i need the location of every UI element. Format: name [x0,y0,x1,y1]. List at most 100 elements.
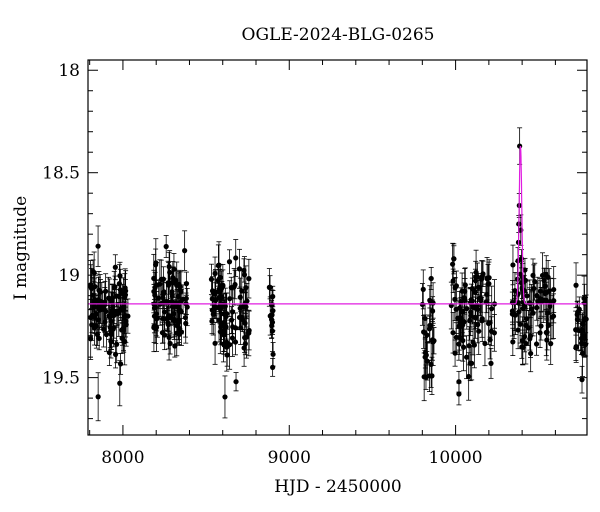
data-point [101,311,107,348]
data-point [458,315,464,338]
data-point [550,293,557,339]
data-point [216,283,222,312]
plot-frame [87,59,588,436]
data-point [270,342,276,367]
data-point [545,308,551,343]
data-point [106,305,112,327]
data-point [112,254,118,281]
data-point [426,360,433,392]
data-point [520,329,526,366]
data-point [209,308,215,335]
data-point [480,260,486,287]
data-point [512,295,519,336]
data-point [163,235,169,258]
data-point [151,299,158,334]
data-point [487,320,493,360]
data-point [230,310,236,344]
data-point [538,311,544,341]
data-point [420,269,426,310]
x-tick-label: 10000 [429,448,483,468]
data-point [237,277,243,317]
data-point [172,334,178,358]
data-point [95,306,102,334]
data-point [456,320,463,355]
data-point [222,375,228,419]
data-point [243,265,249,310]
data-point [484,256,490,301]
data-point [217,263,223,292]
data-point [109,284,115,319]
data-point [527,314,534,358]
data-point [160,279,166,317]
data-point [182,230,188,271]
data-point [232,269,238,300]
data-point [243,315,249,359]
data-point [97,279,104,324]
data-point [112,340,119,369]
data-point [267,275,273,300]
data-point [524,304,530,334]
data-point [431,327,437,355]
x-axis-label: HJD - 2450000 [274,477,402,497]
data-point [463,335,470,380]
data-point [236,304,243,331]
data-point [212,321,218,365]
data-point [466,326,472,366]
data-point [105,276,112,320]
data-point [236,248,243,289]
data-point [117,353,124,375]
data-point [117,360,123,407]
data-point [246,309,252,357]
data-point [96,326,102,351]
data-point [95,225,101,267]
x-tick-label: 8000 [101,448,144,468]
data-point [427,307,433,344]
y-axis-label: I magnitude [11,196,31,300]
data-point [101,292,107,327]
data-point [176,322,183,346]
data-point [573,310,579,349]
data-point [117,261,123,290]
data-point [111,297,117,324]
data-point [226,249,233,275]
data-point [477,280,483,316]
data-point [95,372,101,422]
data-point [422,303,428,334]
data-point [241,329,247,367]
data-point [175,272,181,321]
data-point [91,278,98,321]
data-point [461,306,467,337]
data-point [122,293,129,338]
data-point [473,249,479,295]
y-tick-label: 19 [58,266,80,286]
data-point [117,298,124,321]
data-point [579,365,585,394]
data-point [482,320,488,367]
data-point [488,347,494,379]
data-point [157,259,163,310]
data-point [270,357,276,377]
data-point [223,292,229,341]
data-point [166,251,172,282]
y-tick-label: 18.5 [42,164,80,184]
data-point [573,262,579,309]
data-point [164,305,170,332]
data-point [547,288,553,324]
data-point [543,255,549,294]
data-point [533,332,540,356]
x-tick-label: 9000 [268,448,311,468]
axes-layer: 8000 9000 10000 18 18.5 19 19.5 [42,60,587,468]
data-point [171,299,177,340]
data-point [535,276,541,327]
data-point [173,269,179,292]
data-point [424,341,430,381]
data-point [510,327,516,356]
data-point [510,244,516,286]
data-point [422,338,428,376]
data-point [119,314,126,346]
data-point [548,322,554,365]
chart-title: OGLE-2024-BLG-0265 [242,25,435,45]
data-point [268,300,275,339]
data-point [453,284,459,334]
